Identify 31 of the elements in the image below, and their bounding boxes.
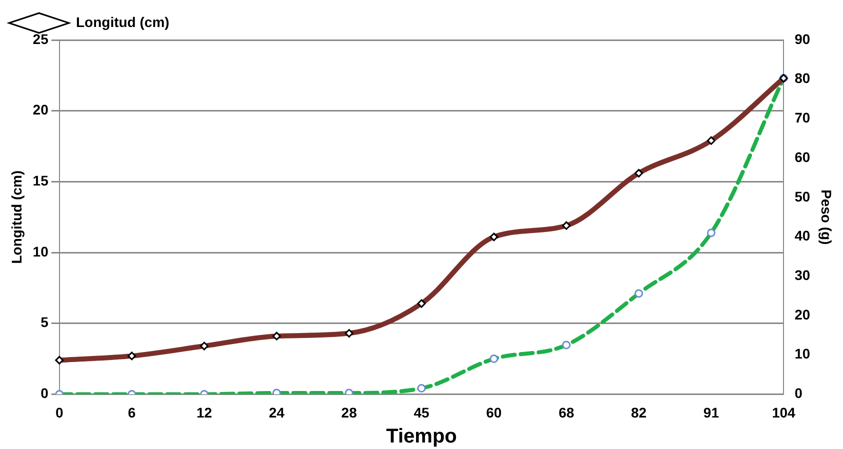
y2-tick-label: 80 <box>794 70 810 86</box>
x-tick-label: 28 <box>341 404 358 420</box>
x-axis-title: Tiempo <box>386 426 457 448</box>
legend-label: Longitud (cm) <box>76 14 170 30</box>
x-tick-label: 68 <box>558 404 574 420</box>
y2-tick-label: 70 <box>794 110 810 126</box>
x-tick-label: 60 <box>486 404 502 420</box>
y2-tick-label: 60 <box>794 148 810 165</box>
y-tick-label: 5 <box>40 314 49 330</box>
y-tick-label: 20 <box>32 102 49 118</box>
y2-tick-label: 30 <box>794 266 810 283</box>
y2-tick-label: 20 <box>794 306 810 322</box>
y2-tick-label: 40 <box>794 228 810 244</box>
y2-tick-label: 0 <box>794 385 803 402</box>
y-tick-label: 0 <box>40 385 49 402</box>
x-tick-label: 0 <box>55 404 64 420</box>
y-tick-label: 15 <box>32 172 49 189</box>
y2-tick-label: 50 <box>794 188 810 204</box>
x-tick-label: 91 <box>703 404 720 420</box>
y-axis-title: Longitud (cm) <box>8 170 24 264</box>
x-tick-label: 24 <box>268 404 285 420</box>
y2-axis-title: Peso (g) <box>818 189 835 245</box>
y-tick-label: 25 <box>32 30 49 47</box>
x-tick-label: 12 <box>196 404 212 420</box>
x-tick-label: 6 <box>128 404 136 420</box>
y2-tick-label: 10 <box>794 346 810 362</box>
y-tick-label: 10 <box>32 243 49 260</box>
x-tick-label: 45 <box>414 404 430 420</box>
x-tick-label: 104 <box>772 404 796 420</box>
x-tick-label: 82 <box>630 404 647 420</box>
y2-tick-label: 90 <box>794 30 810 47</box>
